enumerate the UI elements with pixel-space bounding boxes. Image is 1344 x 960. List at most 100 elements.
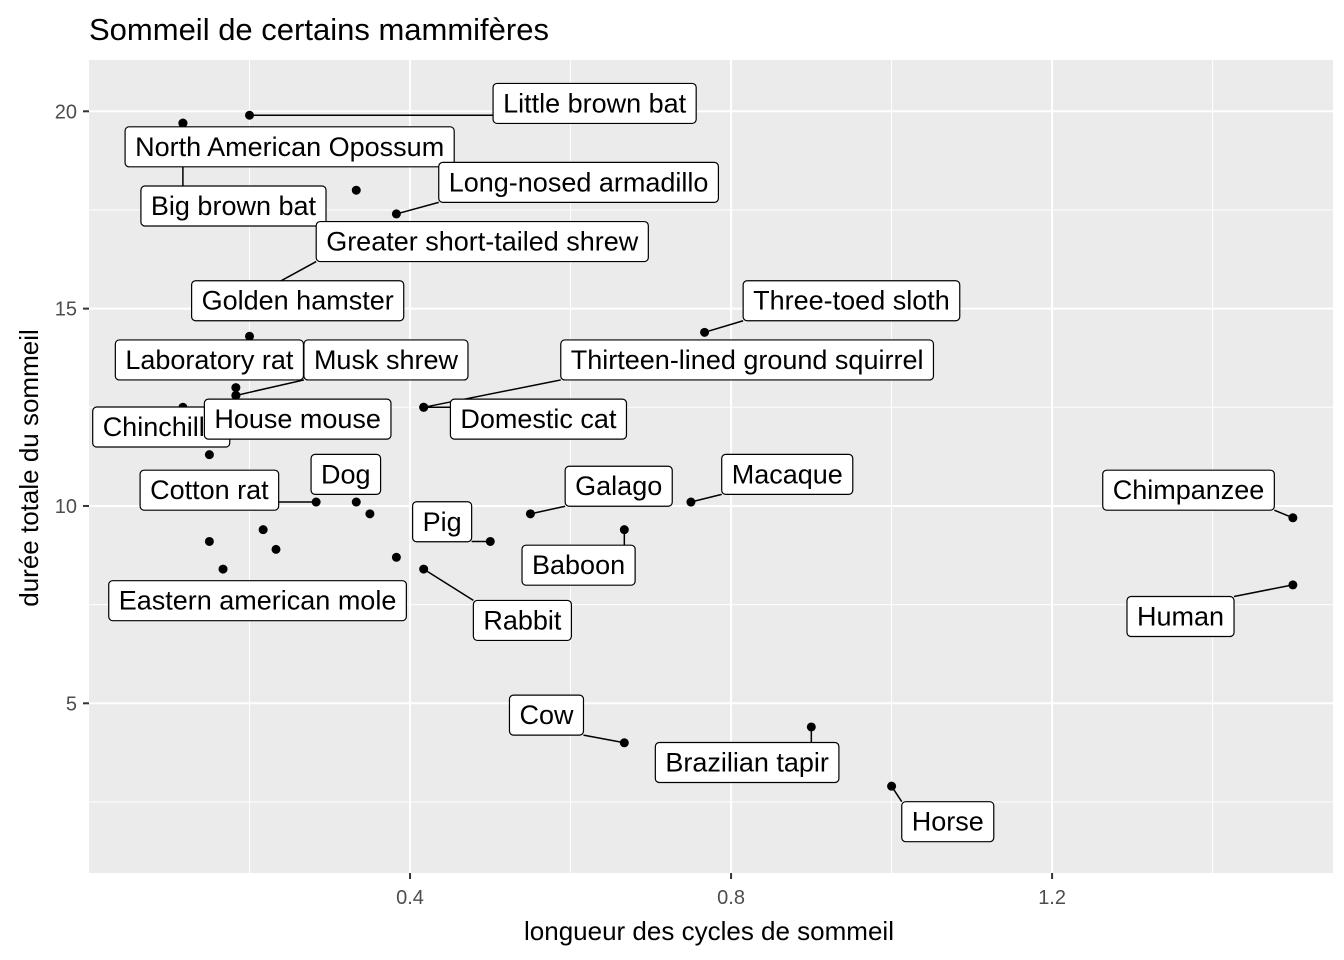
- data-point: [419, 402, 429, 412]
- label-box: [139, 469, 280, 511]
- y-tick-label: 15: [55, 299, 77, 321]
- data-point: [231, 383, 241, 393]
- x-axis: 0.4 0.8 1.2: [396, 873, 1066, 909]
- point-label: Three-toed sloth: [742, 280, 961, 322]
- point-label: Cow: [508, 694, 585, 736]
- data-point: [245, 331, 255, 341]
- data-point: [245, 110, 255, 120]
- point-label: Chimpanzee: [1102, 469, 1275, 511]
- label-text: Dog: [321, 459, 371, 489]
- chart-title: Sommeil de certains mammifères: [89, 12, 549, 47]
- label-box: [560, 339, 935, 381]
- label-text: Brazilian tapir: [665, 747, 829, 777]
- data-point: [231, 390, 241, 400]
- label-text: Long-nosed armadillo: [449, 167, 709, 197]
- data-point: [1288, 513, 1298, 523]
- label-text: Domestic cat: [460, 404, 617, 434]
- label-box: [901, 801, 995, 843]
- data-point: [204, 536, 214, 546]
- label-box: [438, 161, 720, 203]
- label-box: [191, 280, 405, 322]
- x-axis-title: longueur des cycles de sommeil: [524, 916, 894, 946]
- point-label: Little brown bat: [492, 82, 697, 125]
- y-tick-label: 10: [55, 496, 77, 518]
- label-text: Eastern american mole: [119, 586, 397, 616]
- point-label: Dog: [310, 453, 382, 495]
- point-label: Big brown bat: [140, 185, 327, 227]
- label-text: Golden hamster: [202, 286, 394, 316]
- data-point: [700, 327, 710, 337]
- point-label: Long-nosed armadillo: [438, 161, 720, 203]
- label-box: [203, 398, 392, 440]
- point-label: House mouse: [203, 398, 392, 440]
- label-box: [310, 453, 382, 495]
- point-label: Rabbit: [472, 599, 573, 642]
- data-point: [351, 185, 361, 195]
- data-point: [365, 509, 375, 519]
- y-axis: 5 10 15 20: [55, 101, 89, 715]
- point-label: North American Opossum: [124, 126, 455, 168]
- point-label: Baboon: [521, 544, 636, 586]
- label-connector: [423, 379, 561, 409]
- label-text: Macaque: [732, 459, 843, 489]
- label-text: Little brown bat: [503, 88, 687, 118]
- label-box: [449, 398, 628, 440]
- point-label: Chinchilla: [92, 406, 231, 448]
- y-axis-title: durée totale du sommeil: [14, 329, 44, 606]
- data-point: [686, 497, 696, 507]
- label-connector: [396, 201, 439, 215]
- label-connector: [423, 568, 474, 602]
- label-text: Human: [1137, 601, 1224, 631]
- point-label: Horse: [901, 801, 995, 843]
- label-text: Baboon: [532, 550, 625, 580]
- y-tick-label: 5: [66, 693, 77, 715]
- label-text: Galago: [575, 471, 662, 501]
- label-connector: [704, 320, 744, 334]
- data-point: [619, 525, 629, 535]
- label-text: Pig: [423, 507, 462, 537]
- data-point: [178, 118, 188, 128]
- label-connector: [1233, 584, 1294, 598]
- data-point: [619, 738, 629, 748]
- label-box: [721, 453, 854, 495]
- label-box: [108, 580, 407, 622]
- data-point: [351, 497, 361, 507]
- label-box: [521, 544, 636, 586]
- label-text: North American Opossum: [135, 132, 444, 162]
- data-point: [258, 525, 268, 535]
- y-tick-label: 20: [55, 101, 77, 123]
- data-point: [485, 536, 495, 546]
- data-point: [271, 544, 281, 554]
- point-label: Musk shrew: [303, 339, 469, 381]
- label-box: [412, 501, 473, 543]
- label-text: Laboratory rat: [125, 345, 294, 375]
- data-points: [178, 110, 1298, 791]
- label-box: [140, 185, 327, 227]
- point-label: Thirteen-lined ground squirrel: [560, 339, 935, 381]
- data-point: [1288, 580, 1298, 590]
- label-box: [315, 220, 649, 263]
- label-text: Rabbit: [483, 605, 562, 635]
- point-label: Golden hamster: [191, 280, 405, 322]
- label-box: [508, 694, 585, 736]
- data-point: [218, 564, 228, 574]
- point-label: Human: [1126, 595, 1235, 638]
- label-connector: [530, 505, 566, 515]
- label-text: Chimpanzee: [1113, 475, 1265, 505]
- label-text: Musk shrew: [314, 345, 459, 375]
- data-point: [419, 564, 429, 574]
- point-label: Galago: [564, 465, 673, 507]
- point-label: Brazilian tapir: [654, 741, 840, 784]
- data-point: [391, 552, 401, 562]
- point-labels: Little brown bat North American Opossum Bi…: [92, 82, 1275, 843]
- point-label: Macaque: [721, 453, 854, 495]
- label-text: Cow: [519, 700, 574, 730]
- data-point: [391, 209, 401, 219]
- data-point: [887, 781, 897, 791]
- label-text: Thirteen-lined ground squirrel: [571, 345, 924, 375]
- point-label: Laboratory rat: [114, 339, 305, 381]
- label-box: [303, 339, 469, 381]
- label-box: [742, 280, 961, 322]
- x-tick-label: 0.8: [717, 887, 745, 909]
